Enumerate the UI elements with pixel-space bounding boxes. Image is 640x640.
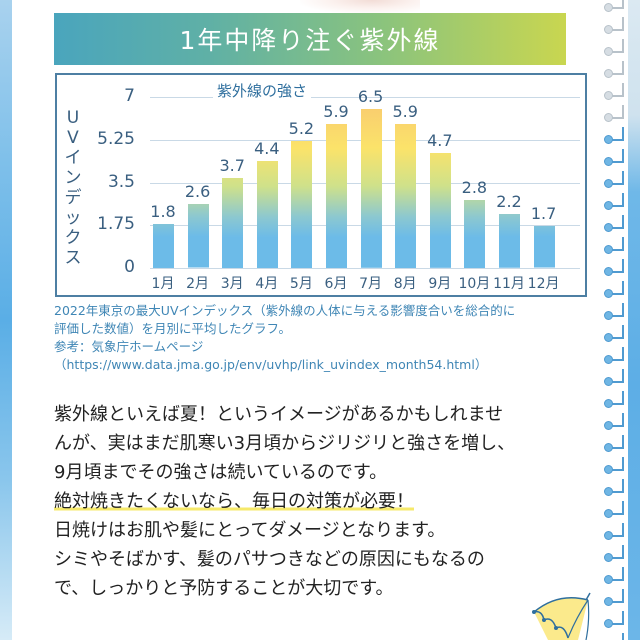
bar-11月 [499, 214, 520, 268]
bar-10月 [464, 199, 486, 268]
bar-value-label: 4.4 [254, 138, 280, 158]
binding-ring [604, 523, 626, 541]
binding-ring [604, 0, 626, 13]
gridline [150, 97, 580, 98]
page-title: 1年中降り注ぐ紫外線 [179, 26, 441, 55]
x-tick-label: 7月 [359, 276, 383, 292]
bar-value-label: 4.7 [427, 131, 453, 151]
binding-ring [604, 149, 626, 167]
binding-ring [604, 215, 626, 233]
x-tick-label: 10月 [458, 276, 491, 292]
binding-ring [604, 479, 626, 497]
y-tick-label: 7 [124, 86, 135, 106]
binding-ring [604, 17, 626, 35]
caption-url: （https://www.data.jma.go.jp/env/uvhp/lin… [54, 357, 488, 372]
bar-value-label: 2.2 [496, 192, 522, 212]
bar-value-label: 1.7 [530, 204, 557, 224]
binding-ring [604, 435, 626, 453]
binding-ring [604, 193, 626, 211]
binding-ring [604, 567, 626, 585]
x-tick-label: 2月 [186, 276, 210, 292]
binding-ring [604, 457, 626, 475]
x-tick-label: 6月 [324, 276, 348, 292]
caption-line: 評価した数値）を月別に平均したグラフ。 [54, 321, 292, 336]
bar-value-label: 3.7 [219, 155, 245, 175]
y-tick-label: 3.5 [107, 171, 135, 192]
bar-value-label: 5.2 [288, 118, 315, 138]
binding-ring [604, 171, 626, 189]
binding-ring [604, 61, 626, 79]
binding-ring [604, 391, 626, 409]
umbrella-icon [532, 592, 591, 640]
body-line: 日焼けはお肌や髪にとってダメージとなります。 [54, 520, 446, 541]
body-line: 紫外線といえば夏！というイメージがあるかもしれませ [54, 404, 504, 425]
binding-ring [604, 545, 626, 563]
x-tick-label: 11月 [493, 276, 525, 292]
y-tick-label: 5.25 [97, 128, 135, 149]
binding-ring [604, 501, 626, 519]
body-line: んが、実はまだ肌寒い3月頃からジリジリと強さを増し、 [54, 433, 516, 454]
y-tick-label: 1.75 [97, 214, 135, 235]
bar-value-label: 1.8 [150, 202, 176, 222]
binding-ring [604, 83, 626, 101]
caption-line: 2022年東京の最大UVインデックス（紫外線の人体に与える影響度合いを総合的に [54, 303, 516, 318]
binding-ring [604, 127, 626, 145]
x-tick-label: 12月 [527, 276, 560, 292]
bar-4月 [256, 160, 278, 268]
bar-7月 [360, 109, 382, 268]
bar-5月 [291, 140, 313, 268]
x-tick-label: 1月 [151, 276, 175, 292]
binding-ring [604, 303, 626, 321]
bar-6月 [326, 123, 347, 268]
x-tick-label: 4月 [255, 276, 279, 292]
binding-ring [604, 413, 626, 431]
bar-value-label: 5.9 [392, 101, 418, 121]
y-tick-label: 0 [124, 257, 135, 277]
chart-title: 紫外線の強さ [213, 80, 312, 101]
body-line: で、しっかりと予防することが大切です。 [54, 578, 394, 599]
highlighted-text: 絶対焼きたくないなら、毎日の対策が必要！ [54, 491, 414, 512]
caption-source: 参考：気象庁ホームページ [54, 339, 204, 354]
binding-ring [604, 105, 626, 123]
x-tick-label: 5月 [289, 276, 313, 292]
binding-ring [604, 39, 626, 57]
bar-value-label: 6.5 [357, 87, 384, 107]
bar-12月 [533, 226, 555, 268]
bar-value-label: 2.8 [461, 177, 488, 197]
gridline [150, 268, 580, 269]
chart-caption: 2022年東京の最大UVインデックス（紫外線の人体に与える影響度合いを総合的に … [54, 302, 594, 374]
x-tick-label: 9月 [428, 276, 452, 292]
sky-background-left [0, 0, 12, 640]
binding-ring [604, 611, 626, 629]
bar-value-label: 2.6 [184, 182, 211, 202]
body-text: 紫外線といえば夏！というイメージがあるかもしれませ んが、実はまだ肌寒い3月頃か… [54, 400, 594, 603]
bar-2月 [187, 204, 209, 268]
bar-8月 [395, 123, 417, 268]
binding-ring [604, 347, 626, 365]
binding-ring [604, 237, 626, 255]
body-line: 9月頃までその強さは続いているのです。 [54, 462, 388, 483]
binding-ring [604, 259, 626, 277]
top-decoration-image [300, 0, 420, 14]
x-tick-label: 3月 [220, 276, 244, 292]
bar-1月 [153, 224, 174, 268]
x-tick-label: 8月 [393, 276, 417, 292]
binding-ring [604, 369, 626, 387]
body-line: シミやそばかす、髪のパサつきなどの原因にもなるの [54, 549, 485, 570]
bar-3月 [222, 177, 244, 268]
bar-value-label: 5.9 [323, 101, 349, 121]
binding-ring [604, 325, 626, 343]
sky-background-right [628, 0, 640, 640]
title-banner: 1年中降り注ぐ紫外線 [54, 13, 566, 65]
chart-frame [55, 73, 587, 297]
binding-ring [604, 589, 626, 607]
notebook-binding-rings [604, 0, 626, 640]
bar-9月 [429, 153, 451, 268]
binding-ring [604, 281, 626, 299]
